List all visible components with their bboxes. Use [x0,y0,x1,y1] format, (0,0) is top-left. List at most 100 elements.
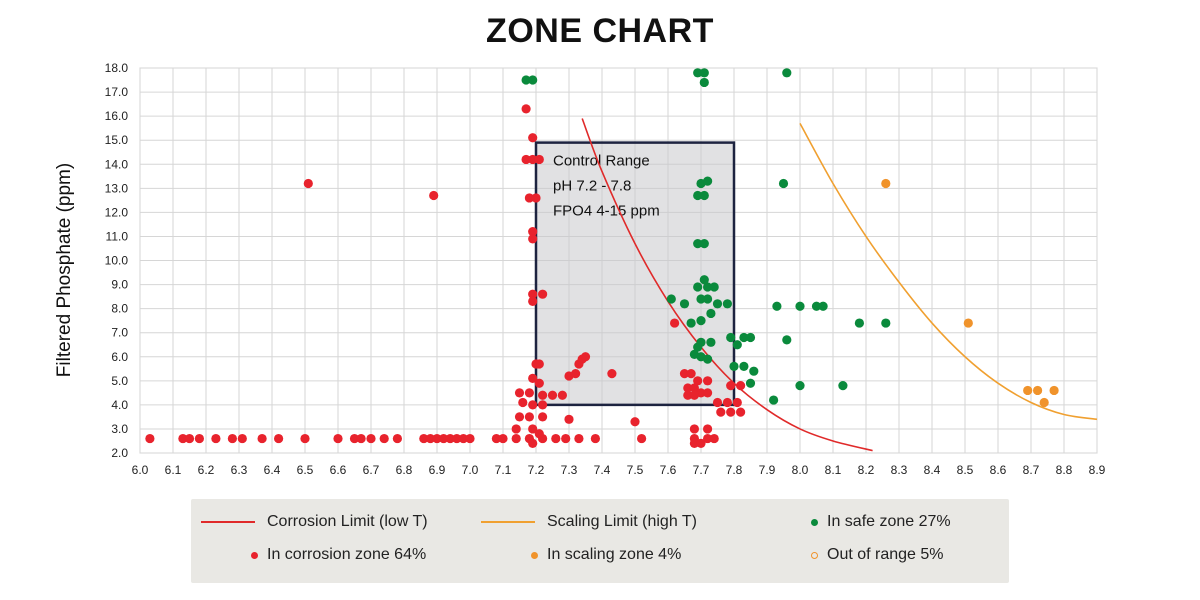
safe-point [769,395,779,405]
corrosion-point [538,390,548,400]
y-tick-label: 14.0 [105,157,129,171]
y-tick-label: 4.0 [111,398,128,412]
legend-dot-orange [531,551,538,559]
legend-label: Scaling Limit (high T) [547,513,697,530]
corrosion-limit-curve [581,118,873,452]
corrosion-point [534,154,544,165]
corrosion-point [333,433,343,444]
x-tick-label: 7.5 [627,463,644,477]
corrosion-point [524,193,535,203]
corrosion-point [518,397,528,408]
corrosion-point [670,318,680,328]
safe-point [703,176,713,186]
legend-label: Out of range 5% [827,546,944,563]
corrosion-point [564,414,574,424]
corrosion-point [439,433,449,444]
corrosion-point [726,381,736,391]
x-tick-label: 6.2 [198,463,215,477]
safe-point [782,335,792,345]
safe-point [686,318,696,328]
y-tick-label: 11.0 [106,229,129,243]
corrosion-point [528,234,538,244]
corrosion-point [194,433,204,444]
corrosion-point [432,433,442,444]
legend-item-safe-zone: In safe zone 27% [811,513,951,531]
corrosion-point [683,390,693,400]
x-tick-label: 6.7 [363,463,380,477]
corrosion-point [445,433,455,444]
safe-point [739,332,749,343]
scaling-point [963,318,973,328]
x-tick-label: 6.3 [231,463,248,477]
corrosion-point [498,433,508,444]
safe-point [693,190,703,201]
y-tick-label: 15.0 [105,133,129,147]
safe-point [693,239,703,249]
corrosion-point [528,296,538,307]
safe-point [666,294,676,304]
x-tick-label: 8.2 [858,463,875,477]
legend-label: Corrosion Limit (low T) [267,513,428,530]
corrosion-point [303,178,313,189]
y-tick-label: 10.0 [105,254,129,268]
safe-point [811,301,822,311]
corrosion-point [511,424,521,434]
corrosion-point [528,400,538,410]
control-range-label: FPO4 4-15 ppm [553,203,660,220]
safe-point [699,68,709,78]
corrosion-point [574,433,584,444]
safe-point [795,301,805,311]
x-tick-label: 7.2 [528,463,545,477]
legend-dot-green [811,518,818,526]
x-tick-label: 6.5 [297,463,314,477]
y-tick-label: 5.0 [111,374,128,388]
control-range-label: Control Range [553,153,650,170]
safe-point [699,77,709,88]
corrosion-point [637,433,647,444]
corrosion-point [607,368,617,379]
corrosion-point [534,429,544,439]
corrosion-point [703,424,713,434]
legend-label: In scaling zone 4% [547,546,682,563]
corrosion-point [557,390,568,400]
corrosion-point [521,154,531,165]
corrosion-point [722,397,733,408]
corrosion-point [528,438,538,448]
x-tick-label: 8.1 [825,463,842,477]
scaling-point [881,178,891,189]
x-tick-label: 8.6 [990,463,1007,477]
corrosion-point [689,383,700,393]
scaling-point [1023,385,1033,396]
safe-point [726,332,736,343]
safe-point [521,75,531,85]
safe-point [745,332,756,343]
corrosion-point [709,433,719,444]
corrosion-point [465,433,475,444]
x-tick-label: 7.6 [660,463,677,477]
safe-point [703,354,713,364]
corrosion-point [366,433,376,444]
x-tick-label: 7.8 [726,463,743,477]
corrosion-point [521,104,531,114]
safe-point [778,178,789,189]
corrosion-point [227,433,237,444]
safe-point [729,361,739,371]
scaling-point [1033,385,1043,396]
safe-point [528,75,538,85]
safe-point [679,299,690,309]
safe-point [696,294,706,304]
corrosion-point [561,433,571,444]
x-tick-label: 6.6 [330,463,347,477]
corrosion-point [458,433,468,444]
corrosion-point [531,193,541,203]
corrosion-point [590,433,601,444]
y-tick-label: 12.0 [105,205,129,219]
corrosion-point [184,433,195,444]
corrosion-point [689,390,700,400]
legend-item-out-of-range: Out of range 5% [811,546,944,564]
corrosion-point [528,373,538,384]
x-tick-label: 7.9 [759,463,776,477]
corrosion-point [491,433,501,444]
x-tick-label: 6.8 [396,463,413,477]
corrosion-point [571,368,581,379]
